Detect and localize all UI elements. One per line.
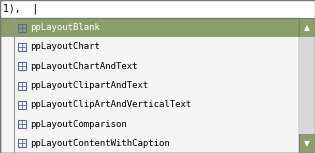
- Bar: [18, 62, 26, 70]
- Bar: [18, 43, 26, 51]
- Text: ▲: ▲: [304, 23, 310, 32]
- Bar: [299, 134, 315, 153]
- Bar: [18, 82, 26, 90]
- Bar: [0, 18, 299, 37]
- Bar: [0, 18, 299, 153]
- Bar: [0, 18, 299, 153]
- Text: ppLayoutChartAndText: ppLayoutChartAndText: [30, 62, 138, 71]
- Text: ppLayoutClipArtAndVerticalText: ppLayoutClipArtAndVerticalText: [30, 100, 191, 109]
- Bar: [18, 120, 26, 128]
- Text: ppLayoutBlank: ppLayoutBlank: [30, 23, 100, 32]
- Bar: [0, 0, 315, 18]
- Text: ppLayoutContentWithCaption: ppLayoutContentWithCaption: [30, 139, 170, 148]
- Text: 1),  |: 1), |: [3, 3, 38, 13]
- Text: ppLayoutChart: ppLayoutChart: [30, 42, 100, 51]
- Text: ppLayoutComparison: ppLayoutComparison: [30, 120, 127, 129]
- Bar: [299, 37, 315, 134]
- Text: ▼: ▼: [304, 139, 310, 148]
- Bar: [18, 139, 26, 147]
- Bar: [18, 101, 26, 109]
- Text: ppLayoutClipartAndText: ppLayoutClipartAndText: [30, 81, 148, 90]
- Bar: [299, 18, 315, 37]
- Bar: [299, 18, 315, 153]
- Bar: [18, 24, 26, 32]
